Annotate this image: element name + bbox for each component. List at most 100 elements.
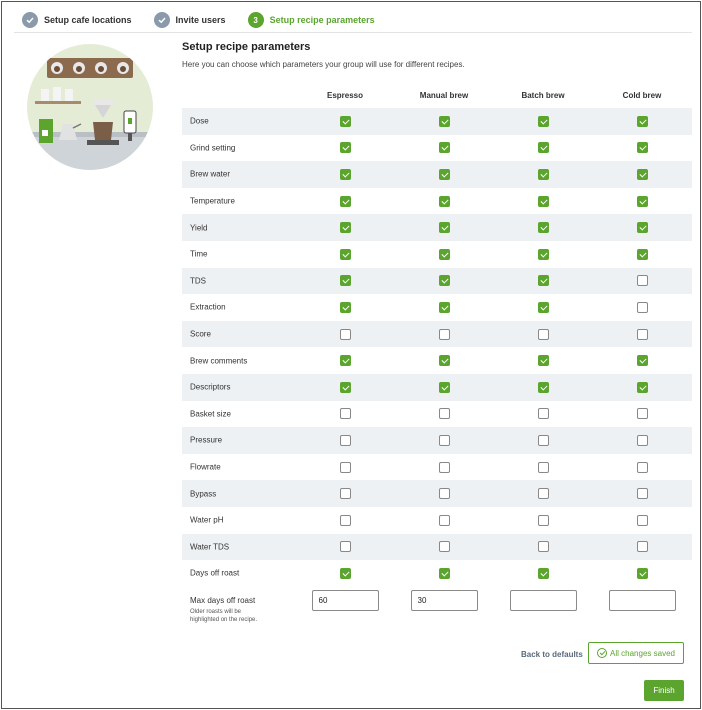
checkbox-dose-batch-brew[interactable]	[537, 115, 549, 127]
checkbox-days-off-roast-manual-brew[interactable]	[438, 567, 450, 579]
check-icon	[153, 12, 170, 28]
checkbox-basket-size-batch-brew[interactable]	[537, 408, 549, 420]
checkbox-grind-setting-manual-brew[interactable]	[438, 142, 450, 154]
checkbox-bypass-batch-brew[interactable]	[537, 488, 549, 500]
checkbox-flowrate-espresso[interactable]	[339, 461, 351, 473]
checkbox-grind-setting-cold-brew[interactable]	[636, 142, 648, 154]
checkbox-pressure-cold-brew[interactable]	[636, 434, 648, 446]
table-row-time: Time	[182, 241, 692, 268]
checkbox-extraction-cold-brew[interactable]	[636, 301, 648, 313]
checkbox-days-off-roast-espresso[interactable]	[339, 567, 351, 579]
checkbox-tds-espresso[interactable]	[339, 275, 351, 287]
checkbox-water-ph-batch-brew[interactable]	[537, 514, 549, 526]
checkbox-water-tds-cold-brew[interactable]	[636, 541, 648, 553]
table-body: Dose Grind setting Brew water Temperature Yi…	[182, 108, 692, 587]
max-days-input-cold-brew[interactable]	[608, 589, 676, 611]
row-label: Basket size	[190, 409, 231, 419]
checkbox-water-tds-manual-brew[interactable]	[438, 541, 450, 553]
checkbox-tds-batch-brew[interactable]	[537, 275, 549, 287]
checkbox-grind-setting-batch-brew[interactable]	[537, 142, 549, 154]
checkbox-water-ph-espresso[interactable]	[339, 514, 351, 526]
max-days-hint: Older roasts will be highlighted on the …	[190, 608, 258, 623]
checkbox-brew-comments-manual-brew[interactable]	[438, 355, 450, 367]
checkbox-tds-manual-brew[interactable]	[438, 275, 450, 287]
checkbox-score-espresso[interactable]	[339, 328, 351, 340]
checkbox-flowrate-cold-brew[interactable]	[636, 461, 648, 473]
table-header: Espresso Manual brew Batch brew Cold bre…	[182, 88, 692, 108]
step-setup-recipe-parameters[interactable]: 3 Setup recipe parameters	[247, 12, 375, 28]
checkbox-dose-manual-brew[interactable]	[438, 115, 450, 127]
checkbox-bypass-cold-brew[interactable]	[636, 488, 648, 500]
checkbox-descriptors-espresso[interactable]	[339, 381, 351, 393]
checkbox-time-manual-brew[interactable]	[438, 248, 450, 260]
table-row-pressure: Pressure	[182, 427, 692, 454]
max-days-input-batch-brew[interactable]	[509, 589, 577, 611]
table-row-temperature: Temperature	[182, 188, 692, 215]
column-header-cold-brew: Cold brew	[622, 91, 662, 100]
checkbox-basket-size-espresso[interactable]	[339, 408, 351, 420]
parameters-table: Espresso Manual brew Batch brew Cold bre…	[182, 88, 692, 635]
column-header-manual-brew: Manual brew	[419, 91, 469, 100]
checkbox-pressure-espresso[interactable]	[339, 434, 351, 446]
checkbox-bypass-manual-brew[interactable]	[438, 488, 450, 500]
checkbox-extraction-espresso[interactable]	[339, 301, 351, 313]
checkbox-score-batch-brew[interactable]	[537, 328, 549, 340]
checkbox-water-tds-batch-brew[interactable]	[537, 541, 549, 553]
checkbox-dose-cold-brew[interactable]	[636, 115, 648, 127]
checkbox-tds-cold-brew[interactable]	[636, 275, 648, 287]
checkbox-temperature-cold-brew[interactable]	[636, 195, 648, 207]
check-icon	[22, 12, 38, 28]
checkbox-days-off-roast-cold-brew[interactable]	[636, 567, 648, 579]
checkbox-brew-comments-espresso[interactable]	[339, 355, 351, 367]
checkbox-yield-manual-brew[interactable]	[438, 222, 450, 234]
checkbox-time-cold-brew[interactable]	[636, 248, 648, 260]
step-label: Setup cafe locations	[44, 15, 132, 25]
checkbox-yield-batch-brew[interactable]	[537, 222, 549, 234]
checkbox-descriptors-manual-brew[interactable]	[438, 381, 450, 393]
checkbox-score-cold-brew[interactable]	[636, 328, 648, 340]
checkbox-temperature-manual-brew[interactable]	[438, 195, 450, 207]
saved-label: All changes saved	[610, 648, 675, 658]
checkbox-yield-cold-brew[interactable]	[636, 222, 648, 234]
row-label: Water pH	[190, 515, 224, 525]
back-to-defaults-link[interactable]: Back to defaults	[521, 650, 583, 659]
checkbox-bypass-espresso[interactable]	[339, 488, 351, 500]
checkbox-time-espresso[interactable]	[339, 248, 351, 260]
checkbox-descriptors-cold-brew[interactable]	[636, 381, 648, 393]
max-days-input-espresso[interactable]	[311, 589, 379, 611]
checkbox-pressure-manual-brew[interactable]	[438, 434, 450, 446]
checkbox-grind-setting-espresso[interactable]	[339, 142, 351, 154]
checkbox-brew-water-espresso[interactable]	[339, 168, 351, 180]
checkbox-basket-size-cold-brew[interactable]	[636, 408, 648, 420]
checkbox-flowrate-manual-brew[interactable]	[438, 461, 450, 473]
checkbox-extraction-batch-brew[interactable]	[537, 301, 549, 313]
checkbox-water-ph-cold-brew[interactable]	[636, 514, 648, 526]
checkbox-temperature-espresso[interactable]	[339, 195, 351, 207]
all-changes-saved-button[interactable]: All changes saved	[588, 642, 684, 664]
checkbox-flowrate-batch-brew[interactable]	[537, 461, 549, 473]
checkbox-brew-water-cold-brew[interactable]	[636, 168, 648, 180]
finish-button[interactable]: Finish	[644, 680, 684, 701]
step-setup-cafe-locations[interactable]: Setup cafe locations	[22, 12, 132, 28]
checkbox-brew-comments-batch-brew[interactable]	[537, 355, 549, 367]
row-label: Time	[190, 249, 208, 259]
checkbox-dose-espresso[interactable]	[339, 115, 351, 127]
row-label: Extraction	[190, 302, 226, 312]
checkbox-yield-espresso[interactable]	[339, 222, 351, 234]
stepper: Setup cafe locations Invite users 3 Setu…	[22, 10, 397, 30]
checkbox-brew-water-batch-brew[interactable]	[537, 168, 549, 180]
checkbox-basket-size-manual-brew[interactable]	[438, 408, 450, 420]
checkbox-brew-comments-cold-brew[interactable]	[636, 355, 648, 367]
checkbox-days-off-roast-batch-brew[interactable]	[537, 567, 549, 579]
max-days-input-manual-brew[interactable]	[410, 589, 478, 611]
checkbox-descriptors-batch-brew[interactable]	[537, 381, 549, 393]
checkbox-extraction-manual-brew[interactable]	[438, 301, 450, 313]
checkbox-brew-water-manual-brew[interactable]	[438, 168, 450, 180]
step-invite-users[interactable]: Invite users	[153, 12, 226, 28]
checkbox-water-ph-manual-brew[interactable]	[438, 514, 450, 526]
checkbox-score-manual-brew[interactable]	[438, 328, 450, 340]
checkbox-temperature-batch-brew[interactable]	[537, 195, 549, 207]
checkbox-water-tds-espresso[interactable]	[339, 541, 351, 553]
checkbox-time-batch-brew[interactable]	[537, 248, 549, 260]
checkbox-pressure-batch-brew[interactable]	[537, 434, 549, 446]
